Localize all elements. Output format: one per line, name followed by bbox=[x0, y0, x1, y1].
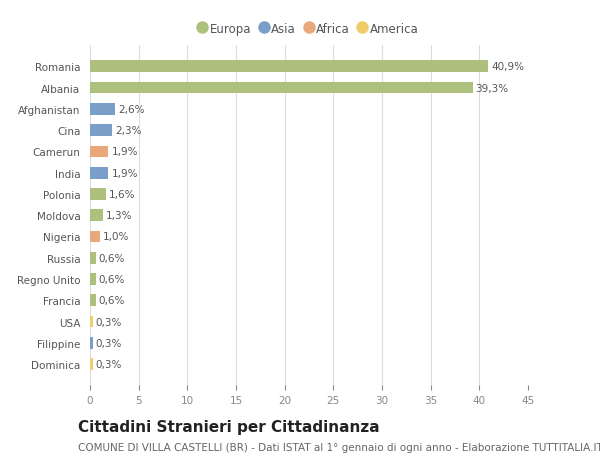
Bar bbox=[90, 316, 93, 328]
Text: 1,3%: 1,3% bbox=[106, 211, 132, 221]
Text: Cittadini Stranieri per Cittadinanza: Cittadini Stranieri per Cittadinanza bbox=[78, 419, 380, 434]
Bar bbox=[90, 231, 100, 243]
Bar bbox=[90, 358, 93, 370]
Bar bbox=[90, 62, 488, 73]
Bar bbox=[90, 146, 109, 158]
Text: 0,3%: 0,3% bbox=[96, 359, 122, 369]
Text: 1,6%: 1,6% bbox=[109, 190, 135, 200]
Text: 2,3%: 2,3% bbox=[115, 126, 142, 136]
Bar bbox=[90, 274, 96, 285]
Text: 2,6%: 2,6% bbox=[118, 105, 145, 115]
Bar bbox=[90, 337, 93, 349]
Text: 0,6%: 0,6% bbox=[99, 253, 125, 263]
Text: 39,3%: 39,3% bbox=[475, 84, 509, 93]
Bar bbox=[90, 104, 115, 116]
Text: 1,9%: 1,9% bbox=[112, 168, 138, 178]
Text: 0,3%: 0,3% bbox=[96, 317, 122, 327]
Text: 0,6%: 0,6% bbox=[99, 274, 125, 285]
Bar bbox=[90, 295, 96, 307]
Text: 0,6%: 0,6% bbox=[99, 296, 125, 306]
Text: 0,3%: 0,3% bbox=[96, 338, 122, 348]
Legend: Europa, Asia, Africa, America: Europa, Asia, Africa, America bbox=[194, 18, 424, 40]
Bar bbox=[90, 125, 112, 137]
Text: COMUNE DI VILLA CASTELLI (BR) - Dati ISTAT al 1° gennaio di ogni anno - Elaboraz: COMUNE DI VILLA CASTELLI (BR) - Dati IST… bbox=[78, 442, 600, 452]
Bar bbox=[90, 210, 103, 222]
Bar bbox=[90, 189, 106, 200]
Text: 1,9%: 1,9% bbox=[112, 147, 138, 157]
Text: 40,9%: 40,9% bbox=[491, 62, 524, 72]
Bar bbox=[90, 168, 109, 179]
Text: 1,0%: 1,0% bbox=[103, 232, 129, 242]
Bar bbox=[90, 83, 473, 94]
Bar bbox=[90, 252, 96, 264]
